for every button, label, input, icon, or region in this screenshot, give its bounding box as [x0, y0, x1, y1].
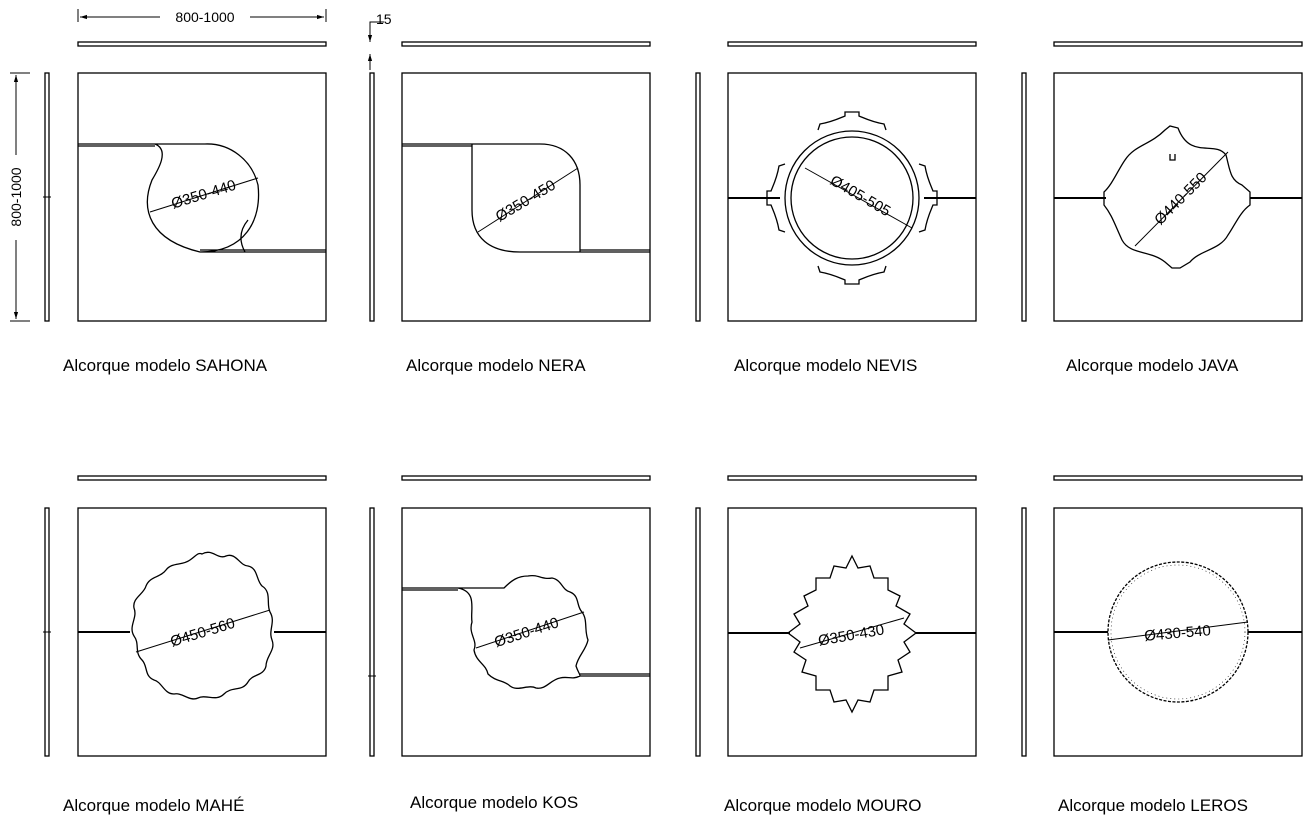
- side-edge-profile: [695, 72, 701, 322]
- caption-sahona: Alcorque modelo SAHONA: [63, 356, 268, 375]
- panel-mahe: Ø450-560: [43, 475, 327, 757]
- grate-segment-top: [817, 111, 887, 131]
- opening-contour: [131, 551, 274, 700]
- top-edge-profile: [77, 41, 327, 47]
- top-edge-profile: [727, 41, 977, 47]
- top-edge-profile: [1053, 41, 1303, 47]
- caption-nera: Alcorque modelo NERA: [406, 356, 586, 375]
- opening-contour: [786, 554, 918, 714]
- opening-contour: [402, 143, 650, 253]
- caption-mouro: Alcorque modelo MOURO: [724, 796, 922, 815]
- diameter-label: Ø430-540: [1144, 622, 1212, 645]
- top-edge-profile: [77, 475, 327, 481]
- panel-nera: Ø350-450: [369, 41, 651, 322]
- panel-java: Ø440-550: [1021, 41, 1303, 322]
- diameter-label: Ø350-440: [169, 177, 238, 213]
- diameter-label: Ø350-450: [493, 177, 559, 226]
- top-edge-profile: [1053, 475, 1303, 481]
- plate-outline: [77, 72, 327, 322]
- opening-contour: [78, 143, 326, 253]
- top-edge-profile: [401, 41, 651, 47]
- thickness-dimension-label: 15: [376, 11, 392, 27]
- diameter-label: Ø350-430: [817, 621, 886, 649]
- panel-nevis: Ø405-505: [695, 41, 977, 322]
- plate-outline: [401, 507, 651, 757]
- top-edge-profile: [401, 475, 651, 481]
- grate-segment-left: [766, 163, 786, 233]
- height-dimension: 800-1000: [8, 72, 30, 322]
- opening-contour: [1107, 561, 1249, 703]
- opening-circle-outer: [784, 130, 920, 266]
- diameter-label: Ø350-440: [492, 614, 561, 651]
- diameter-label: Ø450-560: [168, 615, 237, 651]
- caption-leros: Alcorque modelo LEROS: [1058, 796, 1248, 815]
- diameter-label: Ø405-505: [827, 172, 893, 220]
- thickness-dimension: 15: [367, 11, 392, 70]
- opening-contour: [1103, 125, 1251, 269]
- caption-java: Alcorque modelo JAVA: [1066, 356, 1239, 375]
- side-edge-profile: [1021, 507, 1027, 757]
- panel-leros: Ø430-540: [1021, 475, 1303, 757]
- width-dimension: 800-1000: [77, 9, 327, 25]
- opening-contour: [402, 574, 650, 689]
- side-edge-profile: [1021, 72, 1027, 322]
- grate-segment-right: [918, 163, 938, 233]
- plate-outline: [401, 72, 651, 322]
- caption-nevis: Alcorque modelo NEVIS: [734, 356, 918, 375]
- side-edge-profile: [369, 507, 375, 757]
- height-dimension-label: 800-1000: [8, 167, 24, 226]
- panel-mouro: Ø350-430: [695, 475, 977, 757]
- side-edge-profile: [695, 507, 701, 757]
- width-dimension-label: 800-1000: [175, 9, 234, 25]
- caption-kos: Alcorque modelo KOS: [410, 793, 579, 812]
- panel-sahona: Ø350-440: [43, 41, 327, 322]
- diameter-label: Ø440-550: [1151, 169, 1210, 228]
- top-edge-profile: [727, 475, 977, 481]
- panel-kos: Ø350-440: [368, 475, 651, 757]
- opening-circle-inner: [790, 136, 914, 260]
- side-edge-profile: [369, 72, 375, 322]
- caption-mahe: Alcorque modelo MAHÉ: [63, 796, 245, 815]
- grate-segment-bottom: [817, 265, 887, 285]
